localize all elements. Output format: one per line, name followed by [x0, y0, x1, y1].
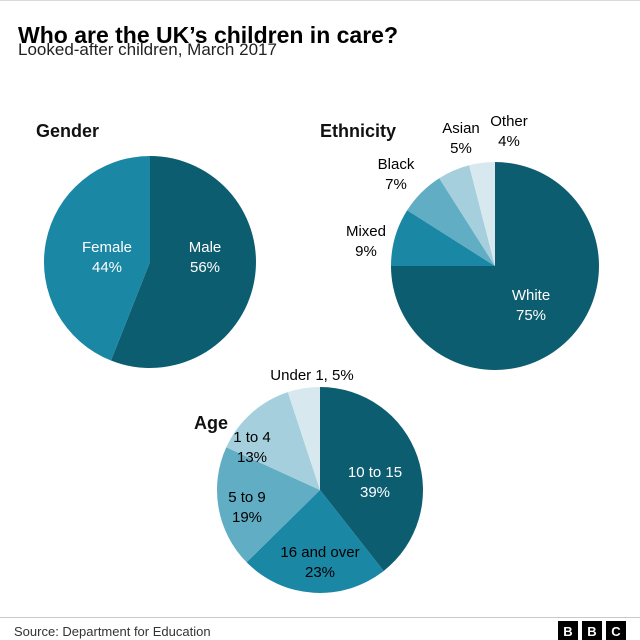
slice-name: Asian: [442, 120, 480, 137]
age-label-1-to-4: 1 to 4 13%: [212, 428, 292, 467]
pie-slice-mixed: [391, 210, 495, 266]
slice-pct: 23%: [304, 563, 336, 581]
slice-name: 5 to 9: [228, 489, 266, 506]
bbc-logo-block: B: [558, 621, 578, 640]
pie-slice-under-1: [287, 387, 320, 490]
pie-slice-asian: [439, 165, 495, 266]
slice-name: 10 to 15: [347, 464, 403, 481]
ethnicity-label-mixed: Mixed 9%: [326, 222, 406, 261]
age-pie-chart: [217, 387, 423, 593]
age-label-5-to-9: 5 to 9 19%: [207, 488, 287, 527]
slice-pct: 9%: [355, 242, 377, 260]
pie-slice-10-to-15: [320, 387, 423, 571]
slice-pct: 44%: [91, 258, 123, 276]
slice-name: White: [511, 287, 551, 304]
slice-pct: 5%: [450, 139, 472, 157]
slice-pct: 39%: [359, 483, 391, 501]
age-label-10-to-15: 10 to 15 39%: [335, 463, 415, 502]
pie-slice-1-to-4: [226, 392, 320, 490]
slice-pct: 4%: [498, 132, 520, 150]
pie-slice-black: [407, 178, 495, 266]
ethnicity-pie-chart: [391, 162, 599, 370]
gender-label-male: Male 56%: [165, 238, 245, 277]
pie-slice-male: [110, 156, 256, 368]
ethnicity-chart-title: Ethnicity: [320, 120, 397, 141]
slice-pct: 75%: [515, 306, 547, 324]
page-subtitle: Looked-after children, March 2017: [18, 40, 277, 59]
footer-divider: [0, 617, 640, 618]
page-title: Who are the UK’s children in care?: [18, 22, 399, 49]
gender-label-female: Female 44%: [67, 238, 147, 277]
pie-slice-5-to-9: [217, 447, 320, 563]
ethnicity-label-asian: Asian 5%: [421, 119, 501, 158]
ethnicity-label-black: Black 7%: [356, 155, 436, 194]
slice-pct: 7%: [385, 175, 407, 193]
bbc-logo: B B C: [558, 621, 626, 640]
top-divider: [0, 0, 640, 1]
slice-inline-label: Under 1, 5%: [270, 367, 354, 384]
gender-chart-title: Gender: [36, 120, 100, 141]
slice-name: Other: [490, 113, 528, 130]
slice-pct: 13%: [236, 448, 268, 466]
age-chart-title: Age: [194, 412, 229, 433]
ethnicity-label-other: Other 4%: [469, 112, 549, 151]
slice-pct: 19%: [231, 508, 263, 526]
gender-pie-chart: [43, 156, 256, 368]
slice-name: Mixed: [345, 223, 386, 240]
slice-name: Female: [81, 239, 133, 256]
age-label-under-1: Under 1, 5%: [232, 366, 392, 386]
slice-name: Black: [377, 156, 415, 173]
ethnicity-label-white: White 75%: [491, 286, 571, 325]
bbc-logo-block: C: [606, 621, 626, 640]
pie-slice-other: [469, 162, 495, 266]
age-label-16-and-over: 16 and over 23%: [270, 543, 370, 582]
pie-slice-16-and-over: [246, 490, 384, 593]
bbc-logo-block: B: [582, 621, 602, 640]
slice-name: 1 to 4: [233, 429, 271, 446]
slice-name: 16 and over: [280, 544, 360, 561]
slice-pct: 56%: [189, 258, 221, 276]
pie-slice-female: [43, 156, 151, 361]
slice-name: Male: [188, 239, 222, 256]
source-credit: Source: Department for Education: [14, 624, 211, 639]
